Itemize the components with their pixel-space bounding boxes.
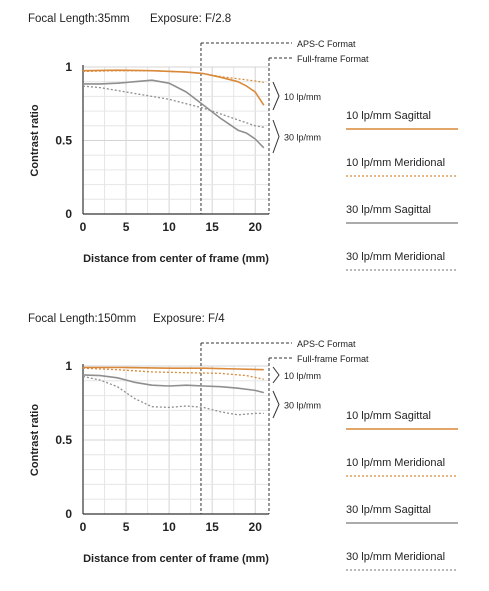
y-tick-label: 1 <box>65 60 72 74</box>
y-tick-label: 0 <box>65 207 72 221</box>
legend-label: 30 lp/mm Sagittal <box>346 504 431 516</box>
x-tick-label: 15 <box>205 520 219 534</box>
x-axis-label: Distance from center of frame (mm) <box>83 253 269 265</box>
y-tick-label: 0 <box>65 507 72 521</box>
bracket-label: 30 lp/mm <box>284 401 321 411</box>
chart-1: Focal Length:35mm Exposure: F/2.80 5 10 15 20… <box>28 13 458 271</box>
chart-2: Focal Length:150mm Exposure: F/40 5 10 15 200… <box>28 313 458 571</box>
y-tick-label: 1 <box>65 359 72 373</box>
focal-length-label: Focal Length:150mm <box>28 313 136 325</box>
series-line-30-lp-mm-meridional <box>82 375 264 416</box>
full-frame-format-label: Full-frame Format <box>297 354 369 364</box>
series-line-10-lp-mm-meridional <box>82 70 264 84</box>
bracket-label: 30 lp/mm <box>284 133 321 143</box>
exposure-label: Exposure: F/4 <box>153 313 225 325</box>
series-line-10-lp-mm-sagittal <box>83 366 264 371</box>
aps-c-format-label: APS-C Format <box>297 339 356 349</box>
legend-label: 30 lp/mm Meridional <box>346 551 445 563</box>
series-line-30-lp-mm-sagittal <box>83 79 265 149</box>
series-line-30-lp-mm-sagittal <box>82 374 264 394</box>
legend-label: 30 lp/mm Sagittal <box>346 204 431 216</box>
x-tick-label: 0 <box>80 520 87 534</box>
x-tick-label: 0 <box>80 220 87 234</box>
x-tick-label: 15 <box>205 220 219 234</box>
x-tick-label: 20 <box>249 220 263 234</box>
legend-label: 10 lp/mm Sagittal <box>346 410 431 422</box>
legend-label: 30 lp/mm Meridional <box>346 251 445 263</box>
legend-label: 10 lp/mm Sagittal <box>346 110 431 122</box>
x-axis-label: Distance from center of frame (mm) <box>83 553 269 565</box>
series-bracket <box>272 119 280 154</box>
series-line-30-lp-mm-meridional <box>82 85 264 128</box>
x-tick-label: 5 <box>123 220 130 234</box>
y-tick-label: 0.5 <box>55 433 72 447</box>
series-bracket <box>272 81 280 111</box>
x-tick-label: 5 <box>123 520 130 534</box>
y-axis-label: Contrast ratio <box>29 404 41 476</box>
series-bracket <box>272 390 280 419</box>
bracket-label: 10 lp/mm <box>284 371 321 381</box>
exposure-label: Exposure: F/2.8 <box>150 13 231 25</box>
x-tick-label: 10 <box>162 520 176 534</box>
series-line-10-lp-mm-sagittal <box>82 69 265 106</box>
y-tick-label: 0.5 <box>55 134 72 148</box>
aps-c-format-label: APS-C Format <box>297 39 356 49</box>
legend-label: 10 lp/mm Meridional <box>346 157 445 169</box>
focal-length-label: Focal Length:35mm <box>28 13 130 25</box>
y-axis-label: Contrast ratio <box>29 104 41 176</box>
full-frame-format-label: Full-frame Format <box>297 54 369 64</box>
bracket-label: 10 lp/mm <box>284 92 321 102</box>
legend-label: 10 lp/mm Meridional <box>346 457 445 469</box>
series-bracket <box>272 366 280 384</box>
x-tick-label: 20 <box>249 520 263 534</box>
x-tick-label: 10 <box>162 220 176 234</box>
